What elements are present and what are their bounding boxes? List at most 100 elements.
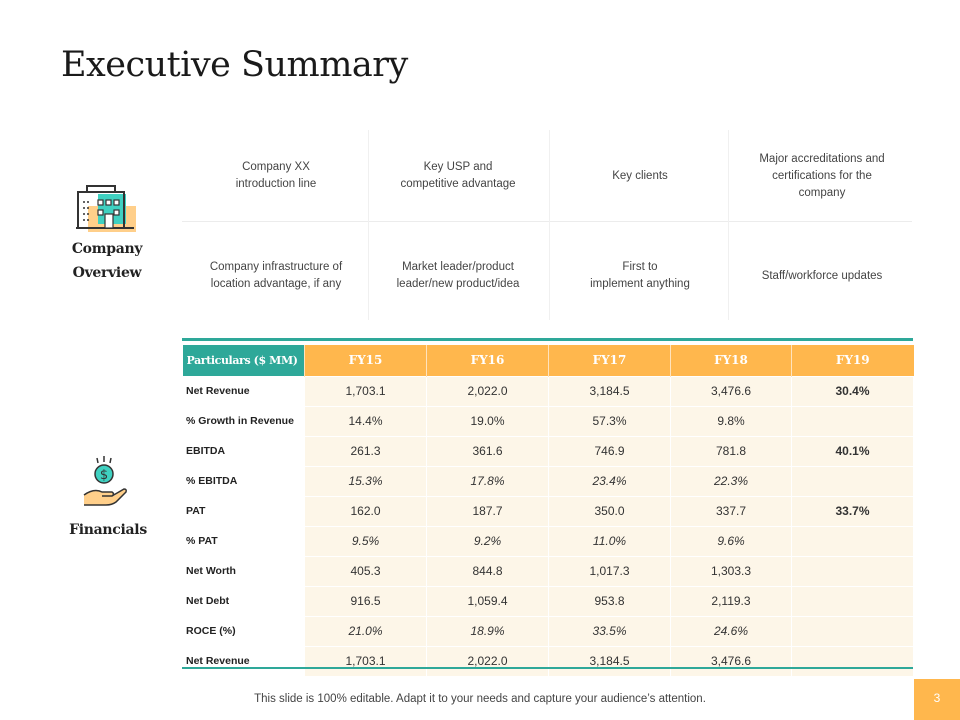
table-cell: 18.9% (426, 615, 549, 647)
fy19-cell: 30.4% (791, 375, 914, 407)
company-overview-grid: Company XX introduction line Key USP and… (182, 130, 912, 320)
table-cell: 9.2% (426, 525, 549, 557)
table-cell: 1,703.1 (304, 645, 427, 677)
row-label: Net Debt (182, 585, 305, 617)
table-cell: 33.5% (548, 615, 671, 647)
row-label: ROCE (%) (182, 615, 305, 647)
table-cell: 57.3% (548, 405, 671, 437)
table-cell: 11.0% (548, 525, 671, 557)
table-cell: 187.7 (426, 495, 549, 527)
divider (549, 130, 550, 320)
column-header: FY16 (426, 345, 549, 376)
overview-cell: Company infrastructure of location advan… (209, 261, 343, 290)
company-overview-label: Company Overview (71, 241, 143, 281)
table-cell: 1,703.1 (304, 375, 427, 407)
fy19-cell (791, 555, 914, 587)
overview-cell: Key USP and competitive advantage (400, 161, 516, 190)
row-label: Net Revenue (182, 645, 305, 677)
table-cell: 2,119.3 (670, 585, 792, 617)
table-bottom-rule (182, 667, 913, 669)
table-cell: 337.7 (670, 495, 792, 527)
table-cell: 17.8% (426, 465, 549, 497)
table-cell: 1,059.4 (426, 585, 549, 617)
table-cell: 19.0% (426, 405, 549, 437)
table-top-rule (182, 338, 913, 341)
table-cell: 781.8 (670, 435, 792, 467)
overview-cell: Staff/workforce updates (761, 269, 883, 282)
divider (368, 130, 369, 320)
row-label: % Growth in Revenue (182, 405, 305, 437)
table-cell: 3,184.5 (548, 645, 671, 677)
svg-text:$: $ (100, 468, 108, 483)
table-cell: 21.0% (304, 615, 427, 647)
financials-table: Particulars ($ MM) FY15 FY16 FY17 FY18 F… (182, 345, 914, 677)
table-header-row: Particulars ($ MM) FY15 FY16 FY17 FY18 F… (182, 345, 914, 376)
table-cell: 1,303.3 (670, 555, 792, 587)
table-cell: 2,022.0 (426, 375, 549, 407)
table-row: ROCE (%) 21.0% 18.9% 33.5% 24.6% (182, 615, 914, 647)
table-cell: 3,476.6 (670, 645, 792, 677)
table-cell: 1,017.3 (548, 555, 671, 587)
fy19-cell (791, 405, 914, 437)
row-label: Net Revenue (182, 375, 305, 407)
divider (728, 130, 729, 320)
table-row: Net Revenue 1,703.1 2,022.0 3,184.5 3,476.6 3… (182, 375, 914, 407)
table-cell: 261.3 (304, 435, 427, 467)
overview-cell: Market leader/product leader/new product… (396, 261, 520, 290)
table-cell: 953.8 (548, 585, 671, 617)
table-row: % Growth in Revenue 14.4% 19.0% 57.3% 9.8% (182, 405, 914, 437)
row-label: PAT (182, 495, 305, 527)
table-cell: 844.8 (426, 555, 549, 587)
table-cell: 405.3 (304, 555, 427, 587)
fy19-cell: 40.1% (791, 435, 914, 467)
column-header: FY17 (548, 345, 671, 376)
table-row: EBITDA 261.3 361.6 746.9 781.8 40.1% (182, 435, 914, 467)
building-icon (76, 185, 136, 232)
table-row: % PAT 9.5% 9.2% 11.0% 9.6% (182, 525, 914, 557)
fy19-cell (791, 615, 914, 647)
overview-cell: Company XX introduction line (235, 161, 317, 190)
fy19-cell (791, 465, 914, 497)
row-label: Net Worth (182, 555, 305, 587)
dollar-hand-icon: $ (83, 456, 127, 506)
column-header: FY18 (670, 345, 792, 376)
table-cell: 2,022.0 (426, 645, 549, 677)
page-title: Executive Summary (61, 45, 408, 85)
table-cell: 23.4% (548, 465, 671, 497)
table-cell: 3,184.5 (548, 375, 671, 407)
column-header: FY19 (791, 345, 914, 376)
table-cell: 162.0 (304, 495, 427, 527)
divider (182, 221, 912, 222)
table-cell: 746.9 (548, 435, 671, 467)
table-cell: 22.3% (670, 465, 792, 497)
fy19-cell: 33.7% (791, 495, 914, 527)
page-number: 3 (914, 679, 960, 720)
table-cell: 9.8% (670, 405, 792, 437)
table-row: Net Revenue 1,703.1 2,022.0 3,184.5 3,476.6 (182, 645, 914, 677)
table-cell: 24.6% (670, 615, 792, 647)
table-cell: 15.3% (304, 465, 427, 497)
table-row: Net Debt 916.5 1,059.4 953.8 2,119.3 (182, 585, 914, 617)
fy19-cell (791, 645, 914, 677)
table-row: % EBITDA 15.3% 17.8% 23.4% 22.3% (182, 465, 914, 497)
table-cell: 9.6% (670, 525, 792, 557)
table-cell: 916.5 (304, 585, 427, 617)
table-cell: 9.5% (304, 525, 427, 557)
footer-note: This slide is 100% editable. Adapt it to… (254, 693, 706, 705)
row-label: % EBITDA (182, 465, 305, 497)
overview-cell: Key clients (612, 169, 668, 182)
table-row: Net Worth 405.3 844.8 1,017.3 1,303.3 (182, 555, 914, 587)
table-cell: 350.0 (548, 495, 671, 527)
overview-cell: Major accreditations and certifications … (759, 152, 885, 199)
financials-label: Financials (69, 522, 147, 538)
table-row: PAT 162.0 187.7 350.0 337.7 33.7% (182, 495, 914, 527)
fy19-cell (791, 525, 914, 557)
table-cell: 3,476.6 (670, 375, 792, 407)
table-cell: 361.6 (426, 435, 549, 467)
overview-cell: First to implement anything (590, 261, 690, 290)
column-header: Particulars ($ MM) (182, 345, 305, 376)
row-label: EBITDA (182, 435, 305, 467)
column-header: FY15 (304, 345, 427, 376)
fy19-cell (791, 585, 914, 617)
table-cell: 14.4% (304, 405, 427, 437)
